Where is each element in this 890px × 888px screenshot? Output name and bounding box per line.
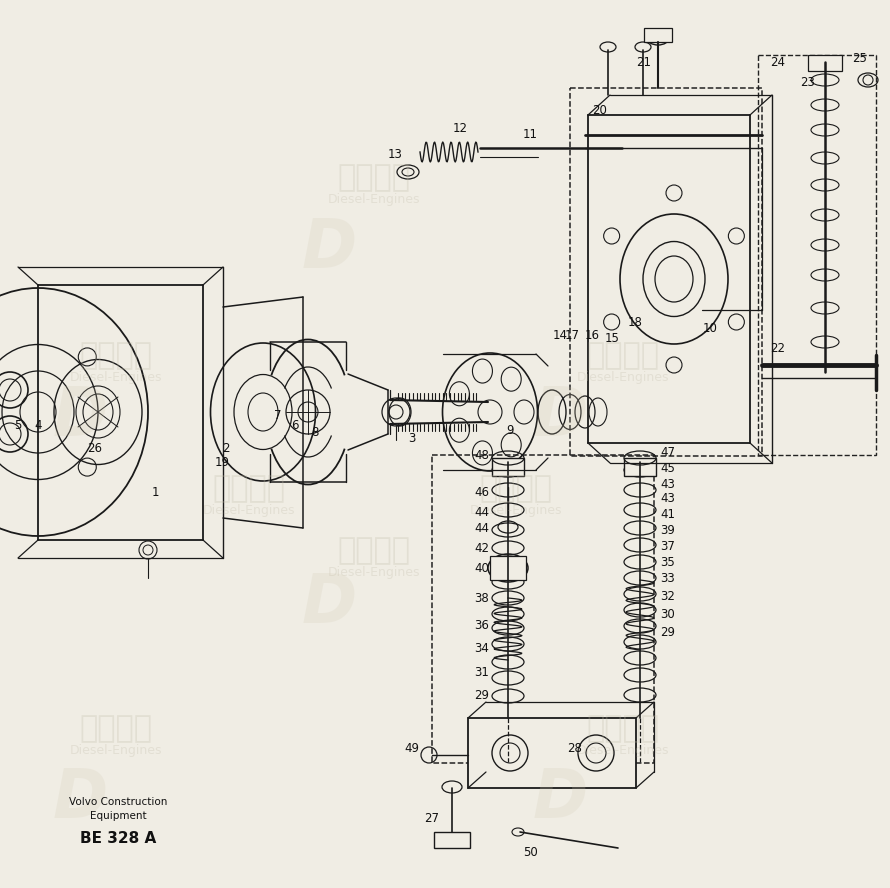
Text: 紫发动力: 紫发动力 [337, 536, 410, 565]
Text: 17: 17 [564, 329, 579, 342]
Text: 14: 14 [553, 329, 568, 342]
Text: 紫发动力: 紫发动力 [79, 341, 152, 369]
Text: 2: 2 [222, 441, 230, 455]
Bar [434, 832, 470, 848]
Text: 18: 18 [627, 315, 643, 329]
Text: 29: 29 [474, 688, 490, 702]
Text: Diesel-Engines: Diesel-Engines [577, 743, 669, 757]
Text: 41: 41 [660, 508, 676, 520]
Bar [644, 28, 672, 42]
Text: 25: 25 [853, 52, 868, 65]
Text: 39: 39 [660, 524, 676, 536]
Text: 27: 27 [425, 812, 440, 824]
Text: 36: 36 [474, 619, 490, 631]
Text: 29: 29 [660, 625, 676, 638]
Text: 9: 9 [506, 424, 514, 437]
Text: 22: 22 [771, 342, 786, 354]
Text: Equipment: Equipment [90, 811, 146, 821]
Text: 紫发动力: 紫发动力 [587, 341, 659, 369]
Text: 20: 20 [593, 104, 608, 116]
Text: 7: 7 [274, 408, 282, 422]
Text: Diesel-Engines: Diesel-Engines [470, 503, 562, 517]
Text: 48: 48 [474, 448, 490, 462]
Text: 8: 8 [312, 425, 319, 439]
Text: 19: 19 [214, 456, 230, 469]
Text: 紫发动力: 紫发动力 [587, 714, 659, 742]
Text: 46: 46 [474, 486, 490, 498]
Text: 32: 32 [660, 590, 676, 602]
Text: 紫发动力: 紫发动力 [213, 474, 286, 503]
Text: Diesel-Engines: Diesel-Engines [69, 743, 162, 757]
Text: 3: 3 [409, 432, 416, 445]
Text: 15: 15 [604, 331, 619, 345]
Text: 42: 42 [474, 542, 490, 554]
Text: D: D [53, 766, 108, 832]
Bar [492, 458, 524, 476]
Bar [432, 455, 654, 763]
Text: D: D [302, 216, 357, 281]
Text: 4: 4 [34, 418, 42, 432]
Text: 31: 31 [474, 665, 490, 678]
Text: 44: 44 [474, 505, 490, 519]
Text: Volvo Construction: Volvo Construction [69, 797, 167, 807]
Text: 35: 35 [660, 556, 676, 568]
Text: 10: 10 [702, 321, 717, 335]
Text: 6: 6 [291, 418, 299, 432]
Text: 49: 49 [404, 741, 419, 755]
Text: 12: 12 [452, 122, 467, 134]
Text: 紫发动力: 紫发动力 [79, 714, 152, 742]
Text: 45: 45 [660, 462, 676, 474]
Text: 1: 1 [151, 486, 158, 498]
Text: 37: 37 [660, 540, 676, 552]
Text: 11: 11 [522, 129, 538, 141]
Text: 23: 23 [801, 75, 815, 89]
Text: 50: 50 [522, 845, 538, 859]
Text: Diesel-Engines: Diesel-Engines [328, 193, 420, 206]
Text: 紫发动力: 紫发动力 [337, 163, 410, 192]
Text: D: D [533, 385, 588, 450]
Text: Diesel-Engines: Diesel-Engines [69, 370, 162, 384]
Text: D: D [302, 571, 357, 637]
Text: 33: 33 [660, 572, 676, 584]
Text: 43: 43 [660, 478, 676, 490]
Text: Diesel-Engines: Diesel-Engines [328, 566, 420, 579]
Text: 47: 47 [660, 446, 676, 458]
Text: 30: 30 [660, 607, 676, 621]
Bar [808, 55, 842, 71]
Text: 13: 13 [387, 148, 402, 162]
Bar [758, 55, 876, 455]
Text: D: D [533, 766, 588, 832]
Bar [468, 718, 636, 788]
Text: 24: 24 [771, 56, 786, 68]
Bar [624, 458, 656, 476]
Bar [570, 88, 762, 456]
Text: 紫发动力: 紫发动力 [480, 474, 553, 503]
Text: 44: 44 [474, 521, 490, 535]
Text: 43: 43 [660, 491, 676, 504]
Text: 28: 28 [568, 741, 582, 755]
Text: D: D [53, 385, 108, 450]
Bar [490, 556, 526, 580]
Text: 21: 21 [636, 56, 651, 68]
Text: BE 328 A: BE 328 A [80, 830, 156, 845]
Text: Diesel-Engines: Diesel-Engines [203, 503, 295, 517]
Text: Diesel-Engines: Diesel-Engines [577, 370, 669, 384]
Text: 16: 16 [585, 329, 600, 342]
Text: 34: 34 [474, 641, 490, 654]
Text: 40: 40 [474, 561, 490, 575]
Text: 5: 5 [14, 418, 21, 432]
Text: 26: 26 [87, 441, 102, 455]
Text: 38: 38 [474, 591, 490, 605]
